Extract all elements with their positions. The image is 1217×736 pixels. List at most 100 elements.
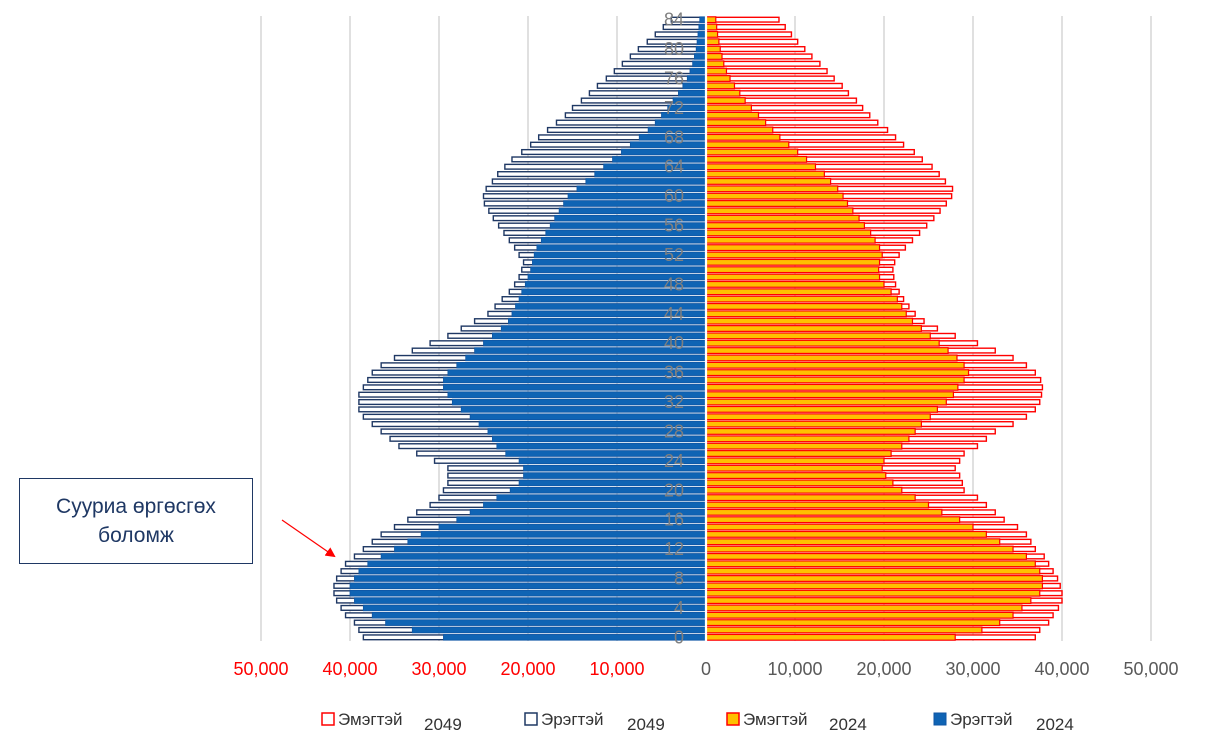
x-tick-label: 10,000 (767, 659, 822, 679)
bar-Эрэгтэй-2024 (697, 31, 707, 38)
bar-Эмэгтэй-2024 (705, 508, 943, 516)
bar-Эмэгтэй-2024 (705, 82, 736, 90)
age-label: 12 (664, 539, 684, 559)
legend-year: 2024 (1036, 715, 1074, 734)
bar-Эрэгтэй-2024 (594, 170, 707, 178)
age-label: 4 (674, 598, 684, 618)
bar-Эрэгтэй-2024 (394, 545, 707, 553)
age-label: 32 (664, 392, 684, 412)
bar-Эрэгтэй-2024 (689, 67, 707, 75)
bar-Эмэгтэй-2024 (705, 464, 883, 472)
bar-Эмэгтэй-2024 (705, 626, 983, 634)
bar-Эмэгтэй-2024 (705, 52, 723, 60)
bar-Эмэгтэй-2024 (705, 280, 885, 288)
bar-Эрэгтэй-2024 (362, 604, 707, 612)
bar-Эмэгтэй-2024 (705, 266, 880, 274)
bar-Эмэгтэй-2024 (705, 23, 718, 31)
bar-Эмэгтэй-2024 (705, 405, 938, 413)
bar-Эмэгтэй-2024 (705, 75, 731, 82)
age-label: 48 (664, 274, 684, 294)
x-tick-label: 10,000 (589, 659, 644, 679)
bar-Эмэгтэй-2024 (705, 325, 922, 332)
bar-Эмэгтэй-2024 (705, 207, 854, 215)
bar-Эмэгтэй-2024 (705, 229, 872, 237)
bar-Эмэгтэй-2024 (705, 545, 1014, 553)
bar-Эрэгтэй-2024 (371, 611, 707, 619)
bar-Эмэгтэй-2024 (705, 530, 987, 538)
bar-Эрэгтэй-2024 (576, 185, 707, 193)
bar-Эмэгтэй-2024 (705, 369, 970, 377)
bar-Эмэгтэй-2024 (705, 486, 903, 494)
bar-Эмэгтэй-2024 (705, 391, 955, 399)
bar-Эрэгтэй-2024 (380, 553, 707, 560)
callout-line-2: боломж (98, 524, 174, 547)
legend-year: 2024 (829, 715, 867, 734)
bar-Эрэгтэй-2024 (692, 60, 707, 68)
x-tick-label: 30,000 (945, 659, 1000, 679)
bar-Эмэгтэй-2024 (705, 200, 849, 207)
x-axis-ticks: 50,000 40,000 30,000 20,000 10,000 0 10,000 20,… (233, 659, 1178, 679)
bar-Эмэгтэй-2024 (705, 479, 894, 487)
bar-Эрэгтэй-2024 (354, 575, 707, 582)
age-label: 28 (664, 421, 684, 441)
age-label: 8 (674, 569, 684, 589)
bar-Эмэгтэй-2024 (705, 244, 881, 252)
bar-Эмэгтэй-2024 (705, 30, 719, 38)
bar-Эмэгтэй-2024 (705, 214, 860, 222)
age-label: 80 (664, 39, 684, 59)
bar-Эмэгтэй-2024 (705, 398, 947, 406)
bar-Эмэгтэй-2024 (705, 258, 881, 266)
bar-Эрэгтэй-2024 (530, 266, 707, 273)
bar-Эрэгтэй-2024 (385, 619, 707, 626)
age-label: 56 (664, 216, 684, 236)
bar-Эмэгтэй-2049 (705, 16, 780, 23)
bar-Эрэгтэй-2024 (612, 156, 707, 163)
bar-Эмэгтэй-2024 (705, 427, 916, 435)
bar-Эмэгтэй-2024 (705, 567, 1041, 575)
bar-Эмэгтэй-2024 (705, 288, 892, 296)
bar-Эмэгтэй-2049 (705, 23, 786, 31)
bar-Эрэгтэй-2024 (563, 200, 707, 207)
legend-swatch (933, 712, 947, 726)
x-tick-label: 30,000 (411, 659, 466, 679)
bar-Эмэгтэй-2024 (705, 597, 1032, 605)
age-label: 44 (664, 304, 684, 324)
bar-Эмэгтэй-2024 (705, 611, 1014, 619)
x-tick-label: 0 (701, 659, 711, 679)
bar-Эмэгтэй-2024 (705, 501, 930, 509)
age-axis-labels: 0481216202428323640444852566064687276808… (664, 10, 684, 648)
bar-Эмэгтэй-2024 (705, 192, 844, 200)
bar-Эмэгтэй-2024 (705, 560, 1036, 568)
bar-Эмэгтэй-2024 (705, 104, 752, 112)
bar-Эмэгтэй-2024 (705, 383, 959, 391)
bar-Эмэгтэй-2024 (705, 494, 916, 502)
bar-Эрэгтэй-2024 (695, 45, 707, 53)
bar-Эмэгтэй-2024 (705, 450, 892, 457)
bar-Эрэгтэй-2024 (558, 207, 707, 215)
bar-Эмэгтэй-2024 (705, 302, 903, 310)
x-tick-label: 20,000 (856, 659, 911, 679)
bar-Эмэгтэй-2024 (705, 619, 1001, 627)
bar-Эмэгтэй-2024 (705, 16, 717, 24)
bar-Эмэгтэй-2024 (705, 251, 883, 259)
bar-Эмэгтэй-2024 (705, 111, 760, 119)
bar-Эмэгтэй-2024 (705, 435, 910, 443)
bar-Эмэгтэй-2024 (705, 67, 728, 75)
age-label: 52 (664, 245, 684, 265)
age-label: 76 (664, 69, 684, 89)
x-tick-label: 50,000 (1123, 659, 1178, 679)
x-tick-label: 40,000 (322, 659, 377, 679)
bar-Эмэгтэй-2024 (705, 148, 799, 156)
bar-Эмэгтэй-2024 (705, 97, 746, 105)
bar-Эмэгтэй-2024 (705, 347, 949, 355)
bar-Эмэгтэй-2024 (705, 582, 1044, 590)
callout-arrow (281, 519, 336, 558)
bar-Эмэгтэй-2024 (705, 317, 914, 325)
bar-Эрэгтэй-2024 (540, 236, 707, 244)
age-label: 60 (664, 186, 684, 206)
bar-Эрэгтэй-2024 (407, 538, 707, 546)
bar-Эмэгтэй-2024 (705, 126, 774, 134)
bar-Эрэгтэй-2024 (411, 626, 707, 634)
legend-name: Эмэгтэй (338, 710, 403, 729)
